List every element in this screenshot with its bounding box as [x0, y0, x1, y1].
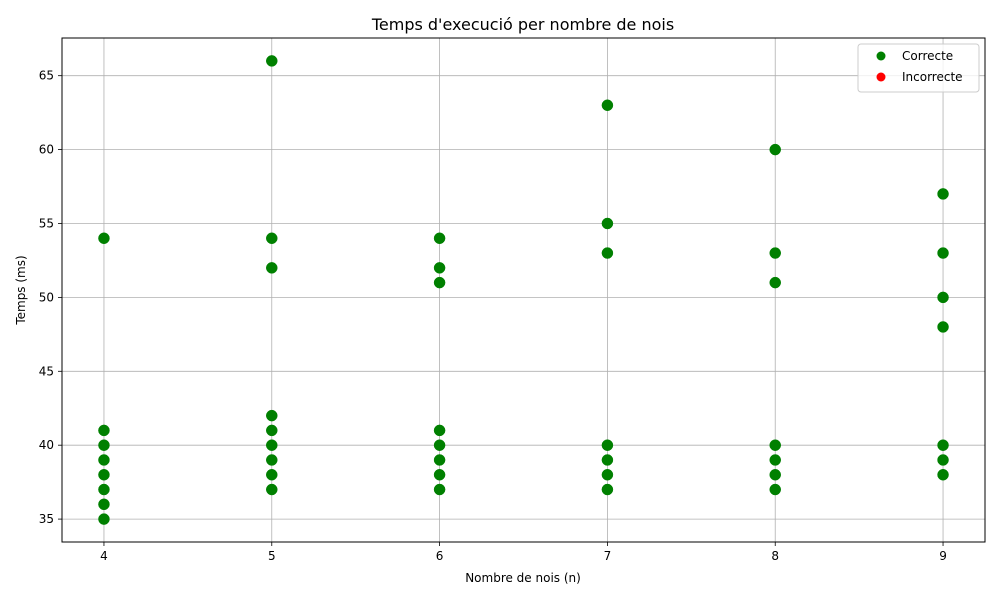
data-point-correcte-24: [433, 483, 446, 496]
data-point-correcte-7: [98, 513, 110, 525]
x-tick-label-6: 6: [436, 549, 444, 563]
y-tick-label-45: 45: [39, 364, 54, 378]
data-point-correcte-23: [433, 469, 446, 481]
y-axis-title: Temps (ms): [14, 255, 28, 325]
data-point-correcte-1: [98, 424, 110, 437]
points-layer: [98, 55, 949, 525]
data-point-correcte-42: [937, 321, 949, 333]
data-point-correcte-19: [433, 276, 446, 289]
plot-frame: [61, 37, 986, 543]
data-point-correcte-3: [98, 454, 110, 466]
data-point-correcte-28: [601, 439, 614, 451]
data-point-correcte-13: [266, 439, 278, 451]
data-point-correcte-17: [433, 232, 446, 245]
data-point-correcte-10: [266, 262, 278, 274]
data-point-correcte-34: [769, 276, 781, 289]
x-tick-label-9: 9: [939, 549, 947, 563]
data-point-correcte-16: [266, 483, 278, 496]
data-point-correcte-30: [601, 469, 614, 481]
data-point-correcte-41: [937, 291, 949, 304]
x-tick-label-8: 8: [771, 549, 779, 563]
data-point-correcte-15: [266, 469, 278, 481]
data-point-correcte-11: [266, 409, 278, 422]
legend-label-correcte: Correcte: [902, 49, 953, 63]
data-point-correcte-0: [98, 232, 110, 245]
data-point-correcte-27: [601, 247, 614, 259]
y-tick-label-55: 55: [39, 216, 54, 230]
data-point-correcte-35: [769, 439, 781, 451]
data-point-correcte-26: [601, 217, 614, 230]
data-point-correcte-8: [266, 55, 278, 67]
data-point-correcte-21: [433, 439, 446, 451]
x-axis-title: Nombre de nois (n): [465, 571, 581, 585]
grid-layer: [62, 38, 985, 542]
y-tick-label-65: 65: [39, 69, 54, 83]
data-point-correcte-29: [601, 454, 614, 466]
data-point-correcte-2: [98, 439, 110, 451]
y-tick-label-40: 40: [39, 438, 54, 452]
data-point-correcte-25: [601, 99, 614, 111]
data-point-correcte-33: [769, 247, 781, 259]
data-point-correcte-38: [769, 483, 781, 496]
data-point-correcte-18: [433, 262, 446, 274]
data-point-correcte-31: [601, 483, 614, 496]
x-tick-label-4: 4: [100, 549, 108, 563]
x-tick-label-5: 5: [268, 549, 276, 563]
data-point-correcte-44: [937, 454, 949, 466]
data-point-correcte-45: [937, 469, 949, 481]
data-point-correcte-9: [266, 232, 278, 245]
data-point-correcte-5: [98, 483, 110, 496]
data-point-correcte-32: [769, 143, 781, 156]
legend: Correcte Incorrecte: [857, 43, 980, 93]
data-point-correcte-4: [98, 469, 110, 481]
legend-label-incorrecte: Incorrecte: [902, 70, 963, 84]
data-point-correcte-43: [937, 439, 949, 451]
x-tick-label-7: 7: [604, 549, 612, 563]
data-point-correcte-40: [937, 247, 949, 259]
legend-marker-incorrecte: [876, 72, 886, 82]
data-point-correcte-14: [266, 454, 278, 466]
data-point-correcte-12: [266, 424, 278, 437]
legend-marker-correcte: [876, 51, 886, 61]
data-point-correcte-20: [433, 424, 446, 437]
data-point-correcte-6: [98, 498, 110, 511]
data-point-correcte-37: [769, 469, 781, 481]
data-point-correcte-22: [433, 454, 446, 466]
data-point-correcte-39: [937, 188, 949, 200]
legend-box: [857, 43, 980, 93]
data-point-correcte-36: [769, 454, 781, 466]
y-tick-label-60: 60: [39, 143, 54, 157]
y-tick-label-35: 35: [39, 512, 54, 526]
y-tick-label-50: 50: [39, 290, 54, 304]
chart-title: Temps d'execució per nombre de nois: [371, 15, 674, 34]
